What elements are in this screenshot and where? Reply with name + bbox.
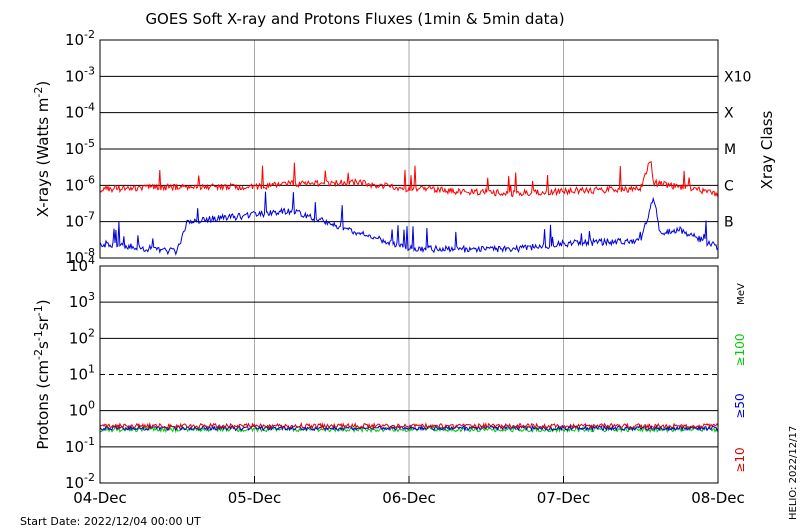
y-tick-base: 10 [69, 257, 88, 275]
legend-entry-2: ≥10 [733, 447, 747, 472]
y-tick-label: 10-8 [65, 246, 95, 267]
y-tick-base: 10 [65, 438, 84, 456]
y-tick-label: 10-6 [65, 173, 95, 194]
y-axis-label-part: -2 [32, 349, 45, 360]
y-tick-exponent: 0 [88, 399, 95, 412]
y-axis-label-part: X-rays (Watts m [34, 98, 52, 218]
xray-class-label: B [724, 215, 734, 231]
y-tick-base: 10 [65, 474, 84, 492]
y-tick-base: 10 [65, 31, 84, 49]
y-axis-label: X-rays (Watts m-2) [32, 81, 52, 217]
y-tick-exponent: 4 [88, 254, 95, 267]
y-axis-label-part: -1 [32, 330, 45, 341]
y-tick-base: 10 [65, 213, 84, 231]
y-axis-label-part: sr [34, 315, 52, 330]
y-tick-exponent: -3 [84, 64, 95, 77]
credit-label: HELIO: 2022/12/17 [788, 426, 799, 520]
y-tick-base: 10 [65, 140, 84, 158]
chart-title: GOES Soft X-ray and Protons Fluxes (1min… [145, 10, 564, 28]
y-axis-label-part: ) [34, 81, 52, 87]
series-line-0 [100, 161, 718, 198]
x-tick-label: 05-Dec [228, 489, 282, 507]
y-tick-exponent: 3 [88, 290, 95, 303]
y-tick-exponent: -4 [84, 101, 95, 114]
y-tick-base: 10 [69, 366, 88, 384]
y-tick-exponent: -2 [84, 471, 95, 484]
y-tick-label: 102 [69, 326, 95, 347]
series-line-1 [100, 424, 718, 433]
x-axis-ticks: 04-Dec 05-Dec 06-Dec 07-Dec 08-Dec [73, 476, 745, 507]
y-tick-exponent: -1 [84, 435, 95, 448]
series-line-2 [100, 421, 718, 430]
y-tick-exponent: 1 [88, 363, 95, 376]
xray-class-label: M [724, 142, 736, 158]
legend-entry-0: ≥100 [733, 334, 747, 367]
energy-unit-label: MeV [736, 283, 747, 305]
y-tick-base: 10 [69, 329, 88, 347]
legend-entry-1: ≥50 [733, 393, 747, 418]
y-tick-label: 101 [69, 363, 95, 384]
xray-panel: 10-810-710-610-510-410-310-2X-rays (Watt… [32, 28, 776, 267]
y-axis-label-part: Protons (cm [34, 360, 52, 450]
y-axis-label-part: -2 [32, 87, 45, 98]
y-tick-exponent: -2 [84, 28, 95, 41]
y-tick-base: 10 [69, 293, 88, 311]
start-date-label: Start Date: 2022/12/04 00:00 UT [20, 515, 201, 528]
y-tick-exponent: -5 [84, 137, 95, 150]
y-tick-base: 10 [65, 67, 84, 85]
series-group [100, 161, 718, 256]
series-group [100, 421, 718, 434]
y-tick-label: 10-3 [65, 64, 95, 85]
x-tick-label: 06-Dec [382, 489, 436, 507]
x-tick-label: 04-Dec [73, 489, 127, 507]
xray-class-label: X [724, 106, 734, 122]
y-tick-exponent: -6 [84, 173, 95, 186]
y-tick-exponent: -8 [84, 246, 95, 259]
x-tick-label: 08-Dec [691, 489, 745, 507]
y-tick-label: 10-7 [65, 210, 95, 231]
y-axis-label-part: s [34, 341, 52, 349]
x-tick-label: 07-Dec [537, 489, 591, 507]
y-tick-label: 10-2 [65, 28, 95, 49]
y-tick-base: 10 [65, 104, 84, 122]
y-tick-exponent: 2 [88, 326, 95, 339]
y-tick-base: 10 [69, 402, 88, 420]
y-axis-label: Protons (cm-2s-1sr-1) [32, 299, 52, 449]
y-axis-label-part: -1 [32, 305, 45, 316]
y-tick-label: 10-1 [65, 435, 95, 456]
y-tick-label: 103 [69, 290, 95, 311]
y-tick-base: 10 [65, 176, 84, 194]
y-tick-label: 100 [69, 399, 95, 420]
y-tick-label: 104 [69, 254, 95, 275]
series-line-1 [100, 191, 718, 256]
y-tick-exponent: -7 [84, 210, 95, 223]
xray-class-axis-title: Xray Class [758, 110, 776, 189]
y-axis-label-part: ) [34, 299, 52, 305]
xray-class-label: C [724, 178, 734, 194]
plot-frame [99, 39, 719, 259]
y-tick-label: 10-5 [65, 137, 95, 158]
y-tick-base: 10 [65, 249, 84, 267]
xray-class-label: X10 [724, 69, 751, 85]
y-tick-label: 10-4 [65, 101, 95, 122]
y-tick-label: 10-2 [65, 471, 95, 492]
